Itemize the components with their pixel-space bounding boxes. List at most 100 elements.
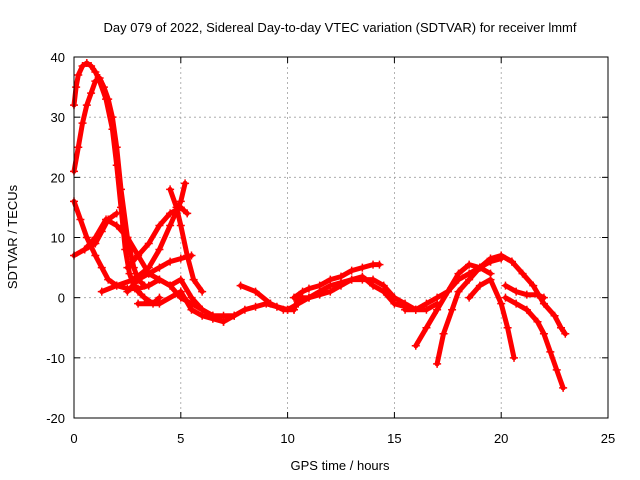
data-point-s17 [475, 263, 484, 272]
data-point-s8 [134, 275, 143, 284]
data-point-s3 [251, 302, 260, 311]
data-point-s10 [187, 305, 196, 314]
data-point-s14 [379, 281, 388, 290]
data-point-s15 [411, 305, 420, 314]
data-point-s19 [561, 329, 570, 338]
data-point-s4 [155, 275, 164, 284]
data-point-s11 [236, 281, 245, 290]
data-point-s10 [155, 299, 164, 308]
data-point-s19 [529, 281, 538, 290]
x-tick-label: 15 [387, 431, 401, 446]
data-point-s15 [401, 305, 410, 314]
data-point-s7 [155, 221, 164, 230]
data-point-s10 [219, 317, 228, 326]
data-point-s10 [230, 311, 239, 320]
data-point-s7 [123, 263, 132, 272]
data-point-s1 [72, 83, 81, 92]
data-point-s13 [347, 266, 356, 275]
data-point-s9 [172, 203, 181, 212]
data-point-s17 [454, 287, 463, 296]
y-tick-label: 30 [51, 110, 65, 125]
data-point-s11 [251, 287, 260, 296]
data-point-s2 [91, 77, 100, 86]
data-point-s16 [443, 287, 452, 296]
data-point-s18 [486, 275, 495, 284]
series-layer [70, 59, 570, 392]
series-s6 [99, 180, 188, 295]
data-point-s16 [454, 269, 463, 278]
data-point-s5 [104, 215, 113, 224]
data-point-s14 [326, 287, 335, 296]
data-point-s1 [87, 62, 96, 71]
data-point-s10 [134, 299, 143, 308]
data-point-s8 [123, 287, 132, 296]
data-point-s10 [208, 314, 217, 323]
data-point-s1 [78, 62, 87, 71]
data-point-s13 [375, 260, 384, 269]
x-tick-label: 25 [601, 431, 615, 446]
data-point-s13 [337, 272, 345, 281]
data-point-s2 [78, 119, 87, 128]
data-point-s8 [155, 263, 164, 272]
data-point-s1 [74, 71, 83, 80]
data-point-s13 [358, 263, 367, 272]
data-point-s2 [104, 95, 113, 104]
data-point-s2 [108, 113, 117, 122]
data-point-s1 [140, 293, 149, 302]
data-point-s13 [304, 284, 313, 293]
data-point-s10 [176, 287, 185, 296]
y-tick-label: 40 [51, 50, 65, 65]
data-point-s2 [116, 185, 125, 194]
data-point-s18 [475, 281, 484, 290]
data-point-s20 [539, 293, 548, 302]
data-point-s7 [144, 239, 153, 248]
y-tick-label: 0 [58, 291, 65, 306]
data-point-s18 [503, 323, 512, 332]
data-point-s19 [550, 311, 559, 320]
data-point-s13 [315, 281, 324, 290]
data-point-s7 [166, 209, 175, 218]
data-point-s5 [97, 227, 106, 236]
grid-layer [74, 57, 608, 418]
data-point-s13 [290, 293, 299, 302]
data-point-s3 [91, 251, 100, 260]
data-point-s6 [97, 287, 106, 296]
data-point-s14 [337, 281, 345, 290]
data-point-s21 [512, 299, 521, 308]
data-point-s3 [82, 233, 91, 242]
y-tick-label: 10 [51, 231, 65, 246]
data-point-s4 [187, 293, 196, 302]
data-point-s21 [522, 305, 531, 314]
data-point-s3 [76, 215, 85, 224]
data-point-s5 [112, 209, 121, 218]
data-point-s21 [552, 365, 561, 374]
data-point-s14 [369, 275, 378, 284]
data-point-s13 [298, 287, 307, 296]
data-point-s9 [183, 251, 192, 260]
data-point-s10 [198, 311, 207, 320]
data-point-s14 [294, 299, 303, 308]
data-point-s2 [74, 143, 83, 152]
data-point-s4 [123, 233, 132, 242]
data-point-s14 [304, 293, 313, 302]
data-point-s9 [176, 221, 185, 230]
data-point-s6 [166, 221, 175, 230]
data-point-s19 [486, 257, 495, 266]
data-point-s14 [358, 275, 367, 284]
data-point-s16 [465, 260, 474, 269]
data-point-s13 [326, 275, 335, 284]
data-point-s21 [546, 347, 555, 356]
data-point-s6 [181, 179, 190, 188]
data-point-s17 [433, 359, 442, 368]
data-point-s19 [518, 269, 527, 278]
data-point-s7 [183, 209, 192, 218]
x-tick-label: 5 [177, 431, 184, 446]
data-point-s19 [507, 257, 516, 266]
data-point-s2 [87, 89, 96, 98]
data-point-s3 [97, 263, 106, 272]
data-point-s4 [166, 281, 175, 290]
data-point-s15 [433, 293, 442, 302]
chart-title: Day 079 of 2022, Sidereal Day-to-day VTE… [104, 20, 577, 35]
data-point-s17 [448, 305, 457, 314]
